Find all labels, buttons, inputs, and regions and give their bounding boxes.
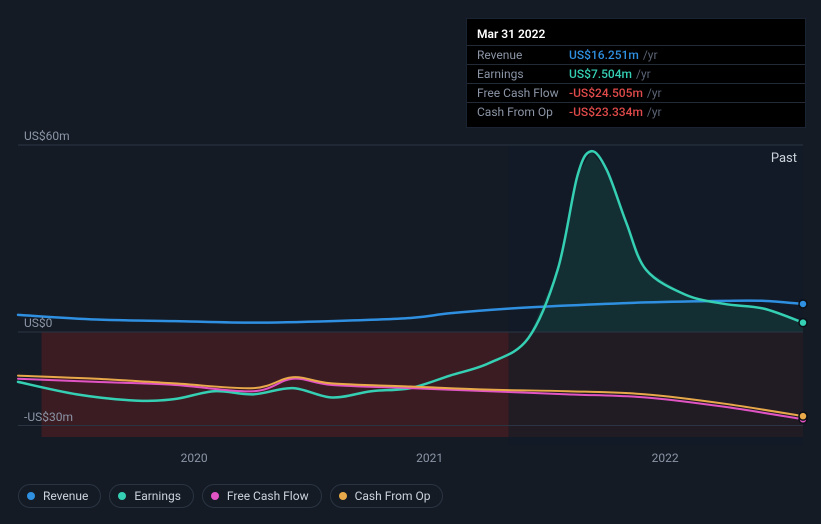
tooltip-row-unit: /yr bbox=[636, 67, 651, 81]
legend-dot-icon bbox=[118, 492, 126, 500]
tooltip-row-value: US$7.504m bbox=[569, 67, 632, 81]
legend-item-label: Earnings bbox=[134, 489, 181, 503]
tooltip-row-value: US$16.251m bbox=[569, 48, 639, 62]
tooltip-row-label: Free Cash Flow bbox=[477, 86, 569, 100]
x-axis-label: 2021 bbox=[416, 451, 443, 465]
legend-item[interactable]: Free Cash Flow bbox=[202, 484, 322, 508]
tooltip-row: Cash From Op-US$23.334m/yr bbox=[467, 102, 805, 121]
tooltip-row-unit: /yr bbox=[643, 48, 658, 62]
legend-item[interactable]: Revenue bbox=[18, 484, 101, 508]
legend-dot-icon bbox=[27, 492, 35, 500]
tooltip-row-label: Revenue bbox=[477, 48, 569, 62]
x-axis-label: 2020 bbox=[181, 451, 208, 465]
tooltip-row-value: -US$23.334m bbox=[569, 105, 643, 119]
past-region-label: Past bbox=[771, 151, 797, 166]
tooltip-row: EarningsUS$7.504m/yr bbox=[467, 64, 805, 83]
tooltip-date: Mar 31 2022 bbox=[467, 25, 805, 45]
y-axis-label: US$0 bbox=[24, 316, 52, 330]
chart-legend: Revenue Earnings Free Cash Flow Cash From O… bbox=[18, 484, 443, 508]
tooltip-row: Free Cash Flow-US$24.505m/yr bbox=[467, 83, 805, 102]
legend-dot-icon bbox=[339, 492, 347, 500]
legend-item-label: Revenue bbox=[43, 489, 88, 503]
legend-item[interactable]: Cash From Op bbox=[330, 484, 444, 508]
legend-dot-icon bbox=[211, 492, 219, 500]
legend-item-label: Free Cash Flow bbox=[227, 489, 309, 503]
tooltip-row: RevenueUS$16.251m/yr bbox=[467, 45, 805, 64]
x-axis-label: 2022 bbox=[652, 451, 679, 465]
y-axis-label: -US$30m bbox=[24, 410, 73, 424]
financial-chart: Mar 31 2022 RevenueUS$16.251m/yrEarnings… bbox=[0, 0, 821, 524]
tooltip-row-value: -US$24.505m bbox=[569, 86, 643, 100]
tooltip-row-unit: /yr bbox=[647, 105, 662, 119]
y-axis-label: US$60m bbox=[24, 129, 70, 143]
tooltip-row-label: Cash From Op bbox=[477, 105, 569, 119]
legend-item-label: Cash From Op bbox=[355, 489, 431, 503]
chart-tooltip: Mar 31 2022 RevenueUS$16.251m/yrEarnings… bbox=[466, 18, 806, 128]
legend-item[interactable]: Earnings bbox=[109, 484, 194, 508]
tooltip-row-label: Earnings bbox=[477, 67, 569, 81]
tooltip-row-unit: /yr bbox=[647, 86, 662, 100]
